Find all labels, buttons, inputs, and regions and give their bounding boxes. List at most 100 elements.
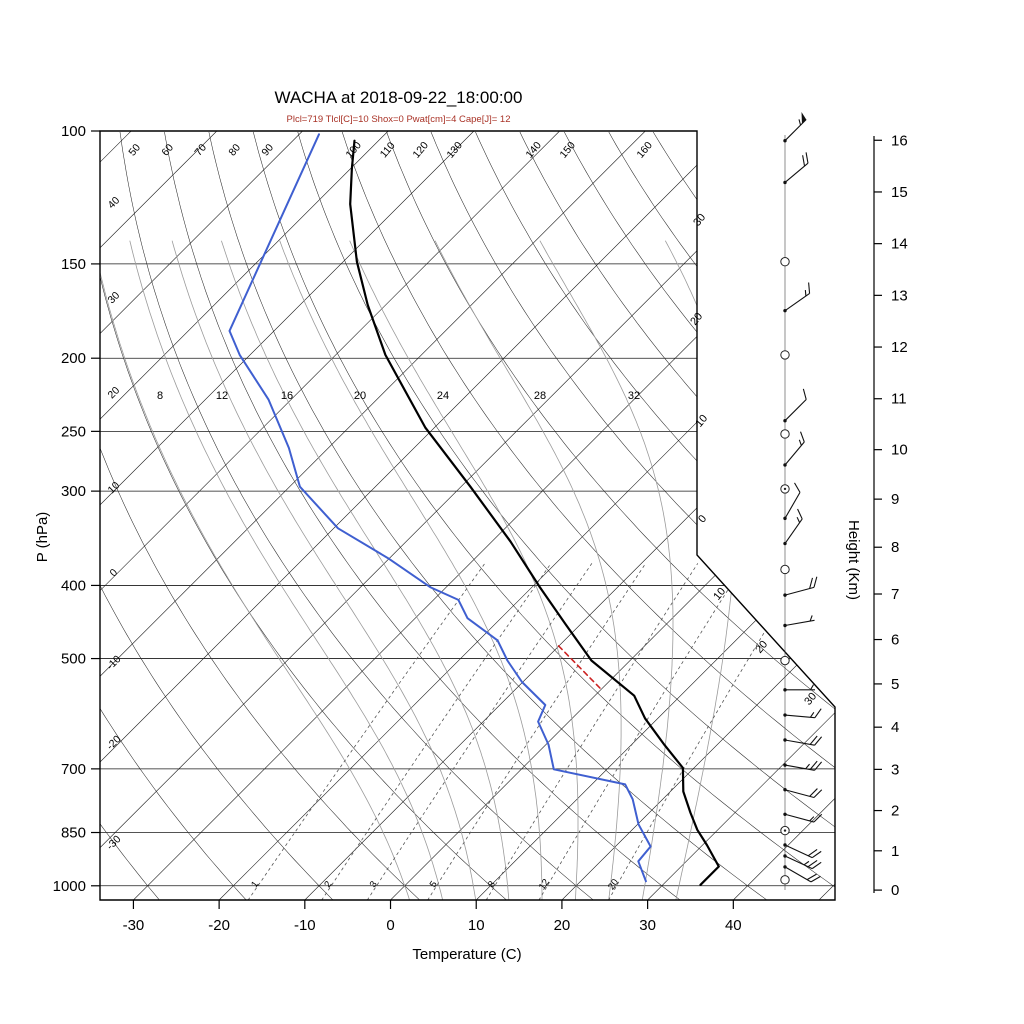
svg-text:100: 100 bbox=[343, 139, 364, 160]
chart-title: WACHA at 2018-09-22_18:00:00 bbox=[274, 88, 523, 107]
svg-text:150: 150 bbox=[557, 139, 578, 160]
wind-barb-staff bbox=[784, 866, 812, 883]
svg-text:150: 150 bbox=[61, 256, 86, 273]
svg-text:-10: -10 bbox=[294, 917, 316, 934]
svg-text:24: 24 bbox=[437, 390, 449, 402]
svg-text:250: 250 bbox=[61, 423, 86, 440]
svg-text:14: 14 bbox=[891, 236, 908, 253]
svg-text:120: 120 bbox=[410, 139, 431, 160]
dewpoint-curve bbox=[228, 133, 652, 883]
wind-barb-staff bbox=[784, 789, 815, 799]
wind-barb-staff bbox=[784, 399, 807, 422]
svg-text:P (hPa): P (hPa) bbox=[34, 512, 51, 563]
svg-text:30: 30 bbox=[639, 917, 656, 934]
svg-text:16: 16 bbox=[891, 132, 908, 149]
svg-text:-20: -20 bbox=[208, 917, 230, 934]
svg-text:10: 10 bbox=[468, 917, 485, 934]
svg-text:60: 60 bbox=[159, 142, 176, 159]
svg-text:0: 0 bbox=[108, 566, 121, 579]
temperature-curve bbox=[349, 139, 720, 886]
svg-text:2: 2 bbox=[322, 879, 334, 890]
svg-text:28: 28 bbox=[534, 390, 546, 402]
svg-text:50: 50 bbox=[126, 142, 143, 159]
svg-text:32: 32 bbox=[628, 390, 640, 402]
svg-text:140: 140 bbox=[523, 139, 544, 160]
wind-barb-staff bbox=[784, 855, 813, 870]
svg-text:Height (Km): Height (Km) bbox=[845, 520, 862, 600]
svg-text:0: 0 bbox=[696, 513, 709, 525]
wind-barbs bbox=[780, 111, 823, 890]
svg-text:6: 6 bbox=[891, 632, 899, 649]
svg-text:10: 10 bbox=[711, 586, 728, 603]
svg-text:1000: 1000 bbox=[53, 878, 86, 895]
wind-barb-staff bbox=[784, 518, 803, 544]
wind-barb-staff bbox=[784, 764, 815, 771]
svg-text:12: 12 bbox=[216, 390, 228, 402]
svg-text:20: 20 bbox=[554, 917, 571, 934]
svg-text:90: 90 bbox=[259, 142, 276, 159]
wind-barb-staff bbox=[784, 441, 805, 466]
plot-outline bbox=[99, 130, 836, 901]
svg-text:40: 40 bbox=[106, 194, 123, 211]
svg-text:9: 9 bbox=[891, 491, 899, 508]
svg-text:15: 15 bbox=[891, 184, 908, 201]
svg-text:12: 12 bbox=[537, 877, 552, 892]
svg-text:11: 11 bbox=[891, 391, 907, 408]
svg-text:10: 10 bbox=[693, 413, 710, 430]
calm-wind-circle bbox=[780, 655, 790, 666]
svg-text:400: 400 bbox=[61, 577, 86, 594]
svg-text:0: 0 bbox=[386, 917, 394, 934]
calm-wind-circle bbox=[780, 875, 790, 885]
parcel-segment-curve bbox=[557, 644, 601, 689]
background-labels: 50 60 70 80 90 100 110 120 130 140 150 160403020100… bbox=[104, 139, 819, 892]
svg-text:Temperature (C): Temperature (C) bbox=[412, 946, 521, 963]
wind-barb-staff bbox=[784, 619, 815, 627]
calm-wind-circle bbox=[780, 257, 790, 267]
svg-text:160: 160 bbox=[634, 139, 655, 160]
svg-text:80: 80 bbox=[226, 142, 243, 159]
calm-wind-circle bbox=[780, 429, 790, 439]
svg-text:-20: -20 bbox=[104, 733, 123, 752]
wind-barb-staff bbox=[784, 813, 815, 823]
svg-text:30: 30 bbox=[691, 212, 708, 229]
svg-text:13: 13 bbox=[891, 287, 908, 304]
svg-text:3: 3 bbox=[368, 879, 380, 890]
svg-text:10: 10 bbox=[891, 442, 908, 459]
svg-text:1: 1 bbox=[249, 879, 261, 890]
svg-text:20: 20 bbox=[106, 384, 123, 401]
svg-text:5: 5 bbox=[891, 676, 899, 693]
svg-text:10: 10 bbox=[106, 479, 123, 496]
wind-barb-staff bbox=[784, 844, 813, 859]
wind-barb-staff bbox=[784, 162, 809, 183]
svg-text:200: 200 bbox=[61, 350, 86, 367]
svg-text:2: 2 bbox=[891, 803, 899, 820]
svg-text:1: 1 bbox=[891, 843, 899, 860]
svg-text:300: 300 bbox=[61, 483, 86, 500]
wind-barb-staff bbox=[784, 293, 810, 312]
calm-wind-circle bbox=[780, 564, 790, 575]
svg-text:20: 20 bbox=[606, 877, 621, 892]
wind-barb-staff bbox=[784, 739, 815, 746]
svg-text:40: 40 bbox=[725, 917, 742, 934]
svg-text:700: 700 bbox=[61, 761, 86, 778]
svg-text:8: 8 bbox=[157, 390, 163, 402]
svg-text:16: 16 bbox=[281, 390, 293, 402]
svg-text:20: 20 bbox=[688, 311, 705, 328]
wind-barb-staff bbox=[784, 586, 815, 596]
svg-text:-10: -10 bbox=[104, 653, 123, 672]
svg-text:100: 100 bbox=[61, 123, 86, 140]
svg-text:30: 30 bbox=[802, 691, 819, 708]
wind-barb-staff bbox=[784, 492, 801, 519]
svg-text:7: 7 bbox=[891, 586, 899, 603]
svg-text:-30: -30 bbox=[123, 917, 145, 934]
svg-text:8: 8 bbox=[891, 539, 899, 556]
sounding-curves bbox=[228, 133, 720, 886]
svg-text:12: 12 bbox=[891, 339, 908, 356]
svg-text:-30: -30 bbox=[104, 833, 123, 852]
svg-text:4: 4 bbox=[891, 719, 899, 736]
svg-text:70: 70 bbox=[192, 142, 209, 159]
background-lines bbox=[100, 131, 835, 900]
